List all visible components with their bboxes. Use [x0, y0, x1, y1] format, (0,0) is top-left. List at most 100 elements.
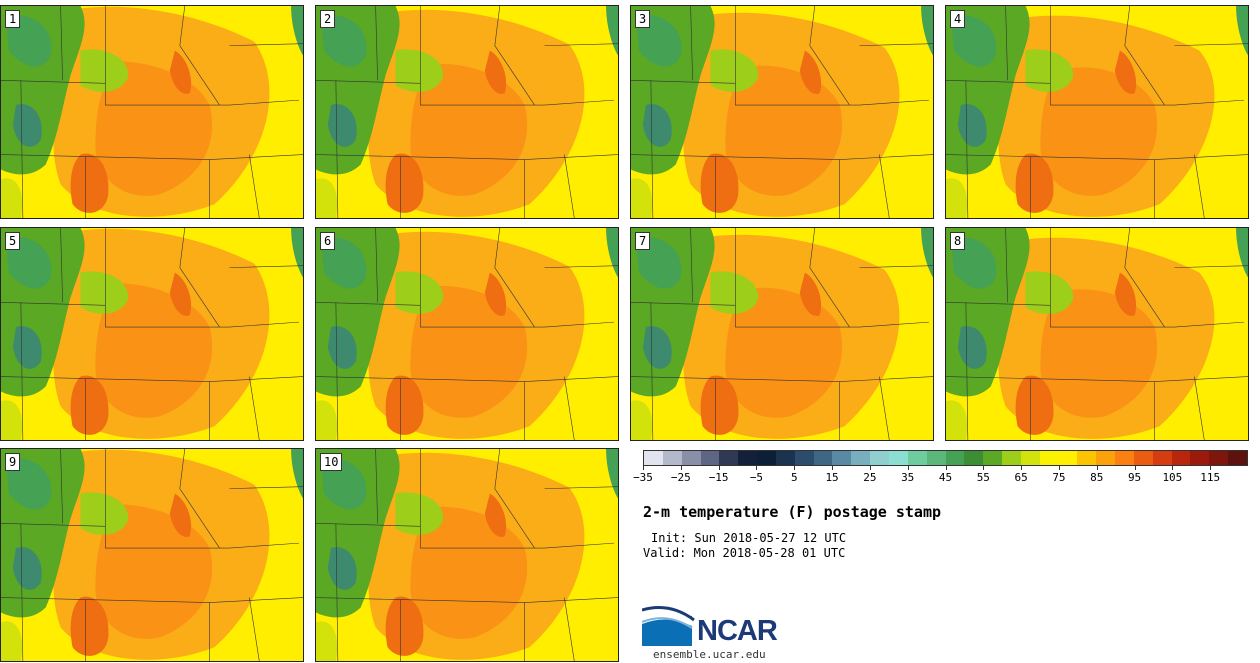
- state-border: [544, 321, 615, 328]
- hottest-region: [1015, 153, 1054, 213]
- state-border: [400, 156, 525, 218]
- hottest-region: [1114, 50, 1137, 94]
- colorbar-tick-label: 55: [976, 471, 990, 484]
- colorbar-swatch: [1096, 451, 1116, 465]
- state-border: [229, 265, 303, 268]
- colorbar-tick-label: 115: [1200, 471, 1221, 484]
- state-border: [1, 376, 86, 379]
- state-border: [335, 302, 339, 440]
- hot-region: [95, 283, 213, 418]
- panel-label: 8: [950, 232, 966, 250]
- state-border: [965, 302, 969, 440]
- colorbar-tick-label: 15: [825, 471, 839, 484]
- mountain-region: [327, 104, 357, 147]
- state-border: [879, 376, 890, 440]
- colorbar-tick: [983, 466, 985, 470]
- colorbar-swatch: [1020, 451, 1040, 465]
- cool-region: [606, 228, 618, 278]
- state-border: [1, 80, 106, 84]
- state-border: [1174, 265, 1248, 268]
- colorbar-swatch: [1115, 451, 1134, 465]
- colorbar-swatch: [757, 451, 776, 465]
- valid-time: Valid: Mon 2018-05-28 01 UTC: [643, 546, 846, 560]
- colorbar-tick-label: 65: [1014, 471, 1028, 484]
- state-border: [1174, 43, 1248, 46]
- colorbar-tick: [1134, 466, 1136, 470]
- state-border: [1030, 156, 1155, 218]
- state-border: [839, 154, 933, 160]
- temperature-map: [1, 228, 303, 440]
- colorbar-tick: [1172, 466, 1174, 470]
- temperature-map: [946, 228, 1248, 440]
- panel-label: 5: [5, 232, 21, 250]
- temperature-map: [316, 6, 618, 218]
- panel-label: 1: [5, 10, 21, 28]
- panel-label: 2: [320, 10, 336, 28]
- stamp-panel-9: 9: [0, 448, 304, 662]
- state-border: [316, 302, 421, 306]
- colorbar-tick-label: 95: [1127, 471, 1142, 484]
- colorbar-swatch: [926, 451, 946, 465]
- state-border: [60, 449, 63, 524]
- state-border: [544, 486, 618, 489]
- state-border: [316, 80, 421, 84]
- state-border: [1005, 228, 1008, 303]
- state-border: [1030, 378, 1155, 440]
- hot-region: [95, 504, 213, 639]
- hottest-region: [70, 375, 109, 435]
- cool-region: [921, 228, 933, 278]
- state-border: [20, 80, 24, 218]
- colorbar-tick-label: 85: [1090, 471, 1104, 484]
- hottest-region: [385, 596, 424, 656]
- mild-region: [1, 178, 23, 218]
- hottest-region: [1015, 375, 1054, 435]
- mountain-region: [957, 326, 987, 369]
- colorbar-swatch: [851, 451, 871, 465]
- colorbar-swatch: [644, 451, 663, 465]
- hottest-region: [700, 153, 739, 213]
- colorbar-tick: [1058, 466, 1060, 470]
- state-border: [249, 376, 260, 440]
- mild-region: [316, 621, 338, 661]
- state-border: [544, 43, 618, 46]
- state-border: [229, 321, 300, 328]
- state-border: [335, 523, 339, 661]
- temperature-map: [631, 6, 933, 218]
- mild-region: [80, 49, 129, 92]
- state-border: [631, 302, 736, 306]
- state-border: [494, 6, 535, 106]
- mountain-region: [642, 326, 672, 369]
- cool-region: [606, 6, 618, 56]
- state-border: [400, 378, 525, 440]
- state-border: [375, 449, 378, 524]
- state-border: [1194, 154, 1205, 218]
- hottest-region: [484, 50, 507, 94]
- state-border: [650, 302, 654, 440]
- hot-region: [725, 287, 843, 418]
- hot-region: [1040, 67, 1158, 196]
- logo-url[interactable]: ensemble.ucar.edu: [653, 648, 766, 661]
- colorbar-tick: [907, 466, 909, 470]
- colorbar: [643, 450, 1248, 466]
- colorbar-tick: [1096, 466, 1098, 470]
- temperature-map: [316, 228, 618, 440]
- colorbar-swatch: [983, 451, 1003, 465]
- state-border: [20, 523, 24, 661]
- state-border: [631, 376, 716, 379]
- cool-region: [921, 6, 933, 56]
- colorbar-swatch: [1133, 451, 1153, 465]
- state-border: [1, 302, 106, 306]
- cool-region: [291, 6, 303, 56]
- state-border: [859, 265, 933, 268]
- init-time: Init: Sun 2018-05-27 12 UTC: [651, 531, 847, 545]
- state-border: [1005, 6, 1008, 81]
- mild-region: [710, 271, 759, 314]
- mountain-region: [12, 326, 42, 369]
- state-border: [544, 542, 615, 549]
- colorbar-tick: [794, 466, 796, 470]
- state-border: [690, 6, 693, 81]
- state-border: [229, 542, 300, 549]
- state-border: [524, 154, 618, 160]
- colorbar-swatch: [832, 451, 852, 465]
- state-border: [879, 154, 890, 218]
